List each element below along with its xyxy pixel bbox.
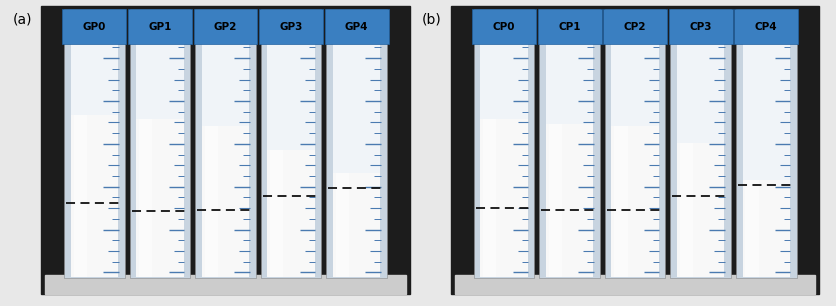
Bar xyxy=(677,143,724,277)
Bar xyxy=(669,9,732,44)
Text: GP3: GP3 xyxy=(279,22,303,32)
Bar xyxy=(333,173,380,277)
Bar xyxy=(546,11,594,277)
Bar xyxy=(614,126,628,277)
Text: GP1: GP1 xyxy=(148,22,171,32)
Bar xyxy=(611,11,659,277)
Text: (b): (b) xyxy=(422,12,442,26)
Bar xyxy=(326,9,387,278)
Bar xyxy=(71,115,118,277)
Text: CP0: CP0 xyxy=(492,22,515,32)
Bar xyxy=(481,11,528,277)
Bar xyxy=(63,9,126,44)
Bar xyxy=(139,119,152,277)
Bar xyxy=(546,124,594,277)
Bar xyxy=(201,11,249,277)
Text: GP4: GP4 xyxy=(344,22,369,32)
Bar xyxy=(136,11,184,277)
Text: GP2: GP2 xyxy=(214,22,237,32)
Bar xyxy=(474,9,534,278)
Bar xyxy=(483,119,497,277)
Bar xyxy=(130,9,191,278)
Bar xyxy=(261,9,321,278)
Bar xyxy=(205,126,218,277)
Bar xyxy=(71,11,118,277)
Bar xyxy=(193,9,257,44)
Bar xyxy=(268,11,314,277)
Bar xyxy=(736,9,797,278)
Bar xyxy=(680,143,693,277)
Bar xyxy=(481,119,528,277)
Bar xyxy=(611,126,659,277)
Bar xyxy=(455,275,815,294)
Bar xyxy=(45,275,405,294)
Text: CP1: CP1 xyxy=(558,22,581,32)
Bar xyxy=(472,9,536,44)
Bar xyxy=(336,173,349,277)
Bar xyxy=(677,11,724,277)
Bar xyxy=(746,180,758,277)
Bar xyxy=(742,180,790,277)
Bar xyxy=(670,9,731,278)
Text: (a): (a) xyxy=(13,12,32,26)
Bar xyxy=(539,9,600,278)
Bar xyxy=(195,9,256,278)
Text: CP4: CP4 xyxy=(755,22,777,32)
Bar xyxy=(604,9,665,278)
Text: CP2: CP2 xyxy=(624,22,646,32)
Bar xyxy=(128,9,192,44)
Text: GP0: GP0 xyxy=(83,22,106,32)
Bar xyxy=(201,126,249,277)
Bar xyxy=(734,9,798,44)
Bar xyxy=(74,115,87,277)
Bar xyxy=(268,150,314,277)
Bar xyxy=(538,9,602,44)
Bar xyxy=(136,119,184,277)
Bar xyxy=(64,9,125,278)
Bar xyxy=(270,150,283,277)
Bar xyxy=(603,9,667,44)
Text: CP3: CP3 xyxy=(690,22,712,32)
Bar xyxy=(742,11,790,277)
Bar xyxy=(548,124,562,277)
Bar xyxy=(259,9,323,44)
Bar xyxy=(333,11,380,277)
Bar xyxy=(324,9,389,44)
